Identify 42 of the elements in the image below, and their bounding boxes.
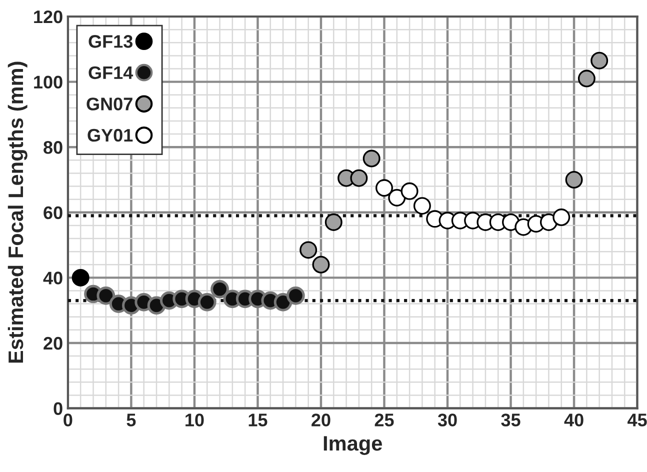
x-tick-label: 0 (64, 414, 72, 426)
point (96, 286, 116, 305)
y-tick-label: 120 (34, 10, 62, 24)
point (590, 52, 608, 70)
legend-label: GF14 (88, 66, 134, 80)
y-tick-label: 100 (34, 76, 62, 89)
x-tick-label: 30 (438, 414, 457, 426)
x-tick-label: 35 (501, 414, 520, 426)
point (300, 241, 318, 259)
point (312, 256, 330, 274)
x-axis-title: Image (324, 436, 382, 455)
y-tick-label: 80 (44, 141, 62, 154)
point (286, 286, 305, 305)
y-tick-label: 60 (44, 206, 62, 220)
point (565, 171, 583, 189)
legend-label: GN07 (86, 98, 132, 110)
point (375, 179, 393, 197)
x-tick-label: 5 (126, 414, 136, 426)
x-tick-label: 25 (374, 414, 394, 426)
point (198, 293, 216, 312)
point (362, 150, 380, 168)
point (578, 70, 596, 88)
point (274, 293, 292, 312)
point (552, 208, 570, 226)
point (388, 188, 406, 206)
legend-label: GY01 (88, 128, 133, 142)
point (350, 169, 368, 187)
y-tick-label: 40 (43, 272, 62, 284)
x-tick-label: 40 (564, 414, 584, 426)
y-tick-label: 20 (44, 336, 62, 350)
x-tick-label: 10 (186, 414, 204, 426)
point (324, 213, 342, 231)
x-tick-label: 45 (628, 414, 647, 426)
point (413, 197, 431, 215)
x-tick-label: 15 (248, 414, 268, 426)
x-tick-label: 20 (312, 414, 330, 426)
y-tick-label: 0 (54, 402, 62, 415)
point (210, 280, 229, 298)
y-axis-title: Estimated Focal Lengths (mm) (8, 62, 28, 363)
legend-label: GF13 (88, 35, 133, 48)
point (400, 182, 418, 200)
point (72, 268, 90, 286)
